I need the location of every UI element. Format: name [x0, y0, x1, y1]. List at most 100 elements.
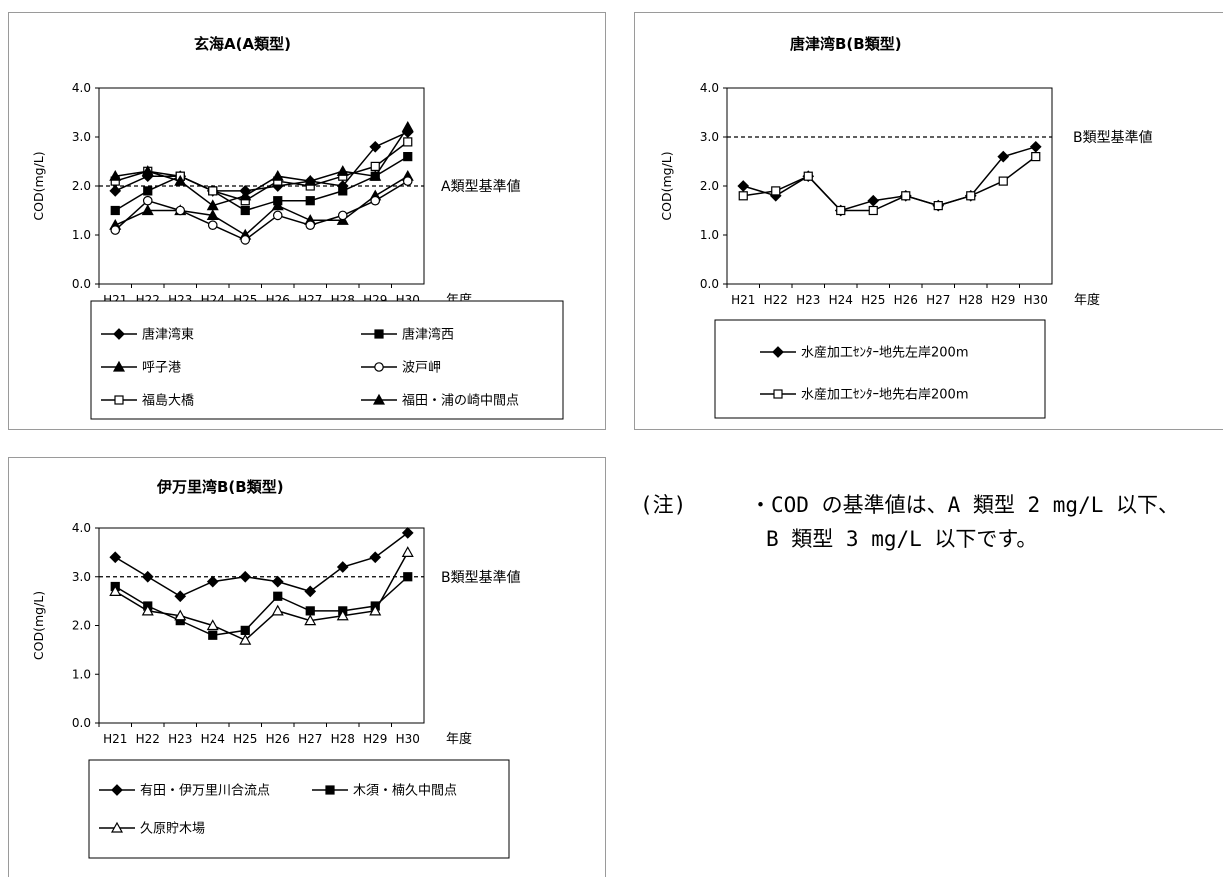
note-line-1: ・COD の基準値は、A 類型 2 mg/L 以下、 — [750, 493, 1180, 517]
legend-item: 木須・楠久中間点 — [312, 784, 457, 799]
data-point — [403, 572, 413, 582]
data-point — [141, 604, 154, 616]
data-point — [403, 137, 413, 147]
data-point — [240, 235, 251, 245]
legend-marker — [773, 389, 783, 399]
legend-box — [714, 319, 1046, 419]
series-line — [115, 126, 409, 207]
x-tick-label: H22 — [136, 732, 160, 746]
legend-item: 水産加工ｾﾝﾀｰ地先右岸200m — [760, 387, 968, 403]
data-point — [174, 174, 187, 186]
data-point — [208, 630, 218, 640]
legend-label: 呼子港 — [142, 361, 181, 376]
x-axis-label: 年度 — [1074, 292, 1100, 308]
x-tick-label: H27 — [926, 293, 950, 307]
data-point — [206, 619, 219, 631]
legend-marker — [113, 328, 125, 340]
legend-label: 唐津湾西 — [402, 327, 454, 343]
data-point — [239, 570, 252, 583]
data-point — [174, 590, 187, 603]
legend-label: 有田・伊万里川合流点 — [140, 784, 270, 799]
chart-panel-imari-b: 伊万里湾B(B類型) 0.0 1.0 2.0 3.0 4.0 COD(mg/L) H21 H22… — [8, 457, 606, 877]
legend-box — [88, 759, 510, 859]
data-point — [966, 191, 976, 201]
data-point — [803, 171, 813, 181]
data-point — [110, 205, 120, 216]
data-point — [401, 527, 414, 539]
data-point — [402, 176, 413, 186]
y-axis-label: COD(mg/L) — [31, 151, 46, 220]
data-point — [304, 174, 317, 186]
x-tick-label: H25 — [233, 732, 257, 746]
legend-marker — [110, 821, 124, 833]
data-point — [305, 196, 315, 206]
legend-marker — [325, 785, 335, 795]
legend-marker — [114, 395, 124, 405]
series-1 — [109, 527, 414, 603]
x-tick-label: H30 — [396, 732, 420, 746]
legend-item: 福田・浦の崎中間点 — [361, 394, 519, 409]
series-line — [114, 155, 409, 212]
y-tick-label: 1.0 — [72, 667, 91, 681]
legend-marker — [111, 784, 123, 796]
data-point — [337, 210, 348, 221]
series-line — [114, 180, 409, 241]
data-point — [240, 205, 250, 216]
note-line-2: B 類型 3 mg/L 以下です。 — [766, 527, 1038, 551]
data-point — [110, 225, 121, 235]
y-axis-label: COD(mg/L) — [31, 591, 46, 660]
x-tick-label: H28 — [331, 732, 355, 746]
data-point — [206, 209, 219, 220]
legend-marker — [374, 362, 384, 372]
plot-area — [726, 87, 1053, 285]
x-tick-label: H21 — [731, 293, 755, 307]
data-point — [338, 186, 348, 196]
data-point — [239, 633, 252, 645]
x-tick-label: H29 — [363, 732, 387, 746]
legend-label: 久原貯木場 — [140, 822, 205, 837]
data-point — [304, 585, 317, 598]
data-point — [771, 186, 781, 196]
legend-marker — [772, 346, 784, 358]
series-line — [114, 552, 409, 642]
y-tick-label: 0.0 — [72, 277, 91, 291]
data-point — [336, 561, 349, 573]
data-point — [401, 546, 414, 557]
series-6 — [109, 120, 414, 211]
data-point — [1029, 140, 1042, 153]
reference-line-label: A類型基準値 — [441, 178, 521, 195]
reference-line-label: B類型基準値 — [441, 569, 521, 586]
x-tick-label: H26 — [894, 293, 918, 307]
y-tick-label: 4.0 — [72, 81, 91, 95]
y-tick-label: 3.0 — [72, 570, 91, 584]
note-prefix: (注) — [640, 493, 687, 517]
chart-title: 伊万里湾B(B類型) — [156, 478, 284, 496]
data-point — [836, 205, 846, 216]
y-tick-label: 0.0 — [72, 716, 91, 730]
x-tick-label: H27 — [298, 732, 322, 746]
chart-imari-b: 伊万里湾B(B類型) 0.0 1.0 2.0 3.0 4.0 COD(mg/L) H21 H22… — [31, 478, 521, 859]
legend-item: 福島大橋 — [101, 394, 194, 409]
legend-item: 唐津湾西 — [361, 327, 454, 343]
y-tick-label: 4.0 — [72, 521, 91, 535]
series-line — [743, 156, 1037, 212]
data-point — [206, 199, 219, 211]
legend-label: 水産加工ｾﾝﾀｰ地先右岸200m — [801, 387, 968, 403]
y-tick-label: 1.0 — [700, 228, 719, 242]
data-point — [109, 185, 122, 197]
data-point — [369, 140, 382, 153]
legend-label: 福島大橋 — [142, 394, 194, 409]
x-tick-label: H24 — [201, 732, 225, 746]
legend-label: 波戸岬 — [402, 361, 441, 376]
data-point — [206, 575, 219, 588]
legend-label: 福田・浦の崎中間点 — [402, 394, 519, 409]
data-point — [369, 551, 382, 564]
data-point — [370, 195, 381, 206]
legend-label: 唐津湾東 — [142, 327, 194, 343]
data-point — [369, 604, 382, 616]
data-point — [109, 169, 122, 181]
data-point — [271, 604, 284, 616]
series-2 — [738, 152, 1041, 216]
legend-item: 久原貯木場 — [99, 822, 205, 837]
